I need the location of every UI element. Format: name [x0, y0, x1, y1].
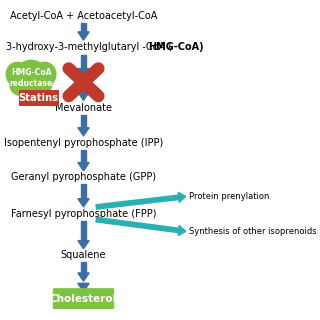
- FancyBboxPatch shape: [53, 288, 114, 309]
- Text: Squalene: Squalene: [61, 250, 106, 260]
- Text: Statins: Statins: [19, 93, 59, 103]
- Ellipse shape: [10, 74, 30, 95]
- Polygon shape: [96, 217, 179, 233]
- Polygon shape: [78, 273, 89, 281]
- Polygon shape: [78, 69, 89, 77]
- Bar: [81, 115, 86, 128]
- Bar: [81, 23, 86, 32]
- Bar: [81, 90, 86, 92]
- Polygon shape: [78, 128, 89, 136]
- Ellipse shape: [14, 60, 48, 96]
- Text: Cholesterol: Cholesterol: [50, 294, 117, 304]
- Ellipse shape: [17, 80, 45, 98]
- Polygon shape: [96, 195, 179, 209]
- Text: Protein prenylation: Protein prenylation: [189, 192, 269, 201]
- Text: HMG-CoA): HMG-CoA): [148, 42, 204, 52]
- Polygon shape: [78, 284, 89, 292]
- Bar: [81, 221, 86, 241]
- Bar: [81, 262, 86, 273]
- Polygon shape: [78, 92, 89, 100]
- Ellipse shape: [6, 62, 29, 86]
- Text: Isopentenyl pyrophosphate (IPP): Isopentenyl pyrophosphate (IPP): [4, 138, 163, 148]
- Ellipse shape: [31, 74, 52, 95]
- Polygon shape: [78, 241, 89, 249]
- Text: Synthesis of other isoprenoids: Synthesis of other isoprenoids: [189, 227, 316, 236]
- Text: HMG-CoA
reductase: HMG-CoA reductase: [10, 68, 53, 88]
- Bar: [81, 55, 86, 69]
- Bar: [81, 184, 86, 199]
- Text: Geranyl pyrophosphate (GPP): Geranyl pyrophosphate (GPP): [11, 172, 156, 182]
- Polygon shape: [178, 225, 186, 236]
- Polygon shape: [78, 163, 89, 171]
- Polygon shape: [78, 32, 89, 40]
- Text: Mevalonate: Mevalonate: [55, 103, 112, 113]
- Polygon shape: [78, 199, 89, 207]
- Text: Farnesyl pyrophosphate (FPP): Farnesyl pyrophosphate (FPP): [11, 209, 156, 219]
- Text: 3-hydroxy-3-methylglutaryl -CoA (: 3-hydroxy-3-methylglutaryl -CoA (: [6, 42, 172, 52]
- Text: Acetyl-CoA + Acetoacetyl-CoA: Acetyl-CoA + Acetoacetyl-CoA: [10, 11, 157, 21]
- Bar: [81, 149, 86, 163]
- Ellipse shape: [33, 62, 56, 86]
- Polygon shape: [178, 192, 186, 202]
- FancyBboxPatch shape: [19, 90, 59, 106]
